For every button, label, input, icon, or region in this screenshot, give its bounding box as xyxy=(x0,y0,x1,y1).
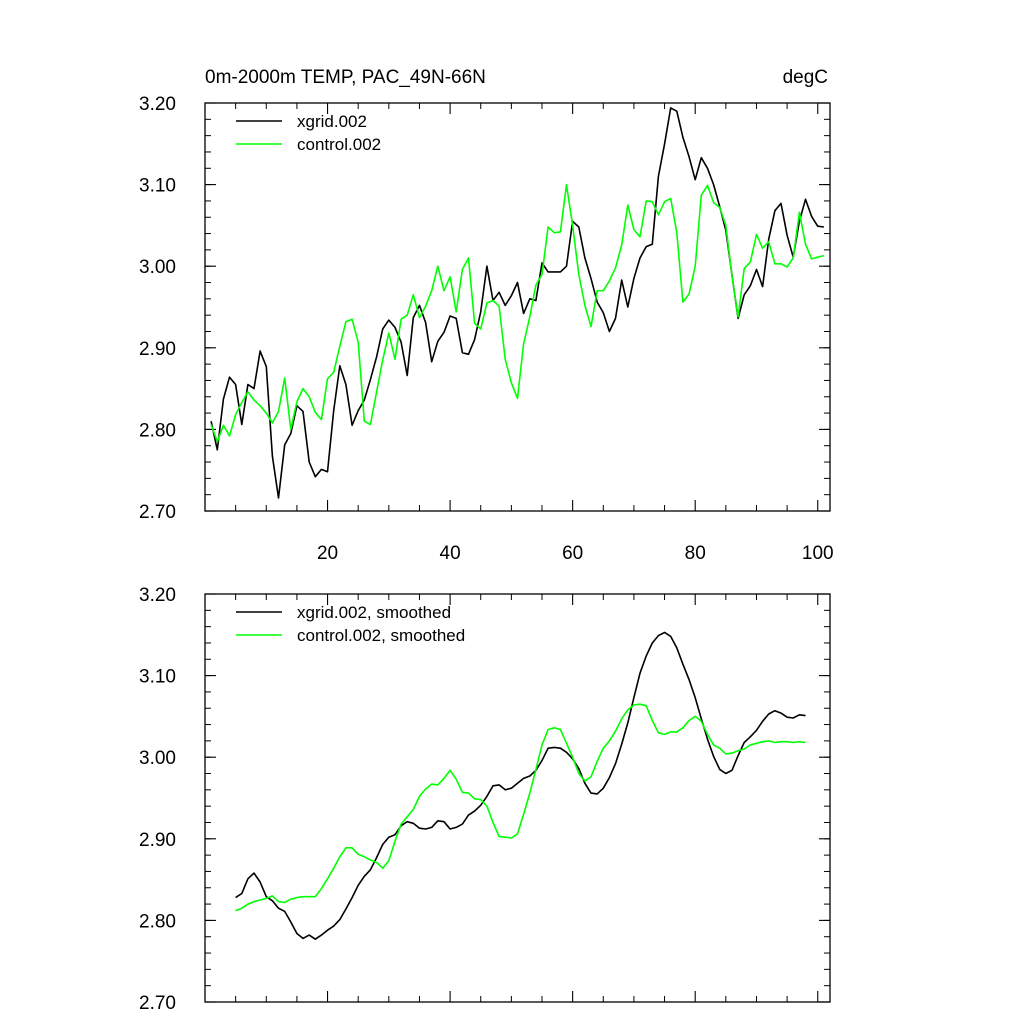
axis-ticks-bottom xyxy=(205,593,830,1003)
y-tick-label-3: 3.00 xyxy=(139,257,176,278)
x-tick-label-40: 40 xyxy=(440,543,461,564)
series-line-control-002-smoothed xyxy=(235,703,806,912)
series-line-xgrid-002 xyxy=(210,107,825,499)
legend-bottom: xgrid.002, smoothed control.002, smoothe… xyxy=(236,603,465,645)
axis-tick-labels-bottom: 2.70 2.80 2.90 3.00 3.10 3.20 xyxy=(139,585,176,1014)
x-tick-label-60: 60 xyxy=(562,543,583,564)
y-tick-label-3-2: 3.20 xyxy=(139,585,176,606)
legend-label-control-smoothed: control.002, smoothed xyxy=(297,626,465,645)
x-tick-label-80: 80 xyxy=(685,543,706,564)
y-tick-label-2-8: 2.80 xyxy=(139,420,176,441)
y-tick-label-3-1: 3.10 xyxy=(139,176,176,197)
series-line-control-002 xyxy=(210,183,825,443)
legend-label-xgrid-smoothed: xgrid.002, smoothed xyxy=(297,603,451,622)
legend-top: xgrid.002 control.002 xyxy=(236,112,381,154)
y-tick-label-2-9: 2.90 xyxy=(139,830,176,851)
plot-frame-top xyxy=(204,102,831,512)
y-tick-label-2-7: 2.70 xyxy=(139,993,176,1014)
x-tick-label-100: 100 xyxy=(802,543,834,564)
series-lines-bottom xyxy=(235,631,806,941)
legend-label-control: control.002 xyxy=(297,135,381,154)
plot-frame-bottom xyxy=(204,593,831,1003)
y-tick-label-3: 3.00 xyxy=(139,748,176,769)
units-label: degC xyxy=(783,67,828,88)
chart-top-temperature: 0m-2000m TEMP, PAC_49N-66N degC 2.70 2.80… xyxy=(139,67,834,564)
chart-bottom-smoothed: 2.70 2.80 2.90 3.00 3.10 3.20 xgrid.002, smoo… xyxy=(139,585,831,1014)
y-tick-label-2-8: 2.80 xyxy=(139,911,176,932)
chart-title: 0m-2000m TEMP, PAC_49N-66N xyxy=(205,67,486,88)
legend-label-xgrid: xgrid.002 xyxy=(297,112,367,131)
series-lines-top xyxy=(210,107,825,499)
y-tick-label-3-2: 3.20 xyxy=(139,94,176,115)
y-tick-label-2-7: 2.70 xyxy=(139,502,176,523)
series-line-xgrid-002-smoothed xyxy=(235,631,806,941)
y-tick-label-2-9: 2.90 xyxy=(139,339,176,360)
axis-tick-labels-top: 2.70 2.80 2.90 3.00 3.10 3.20 20 40 60 80 100 xyxy=(139,94,834,564)
x-tick-label-20: 20 xyxy=(317,543,338,564)
axis-ticks-top xyxy=(205,102,830,512)
y-tick-label-3-1: 3.10 xyxy=(139,667,176,688)
